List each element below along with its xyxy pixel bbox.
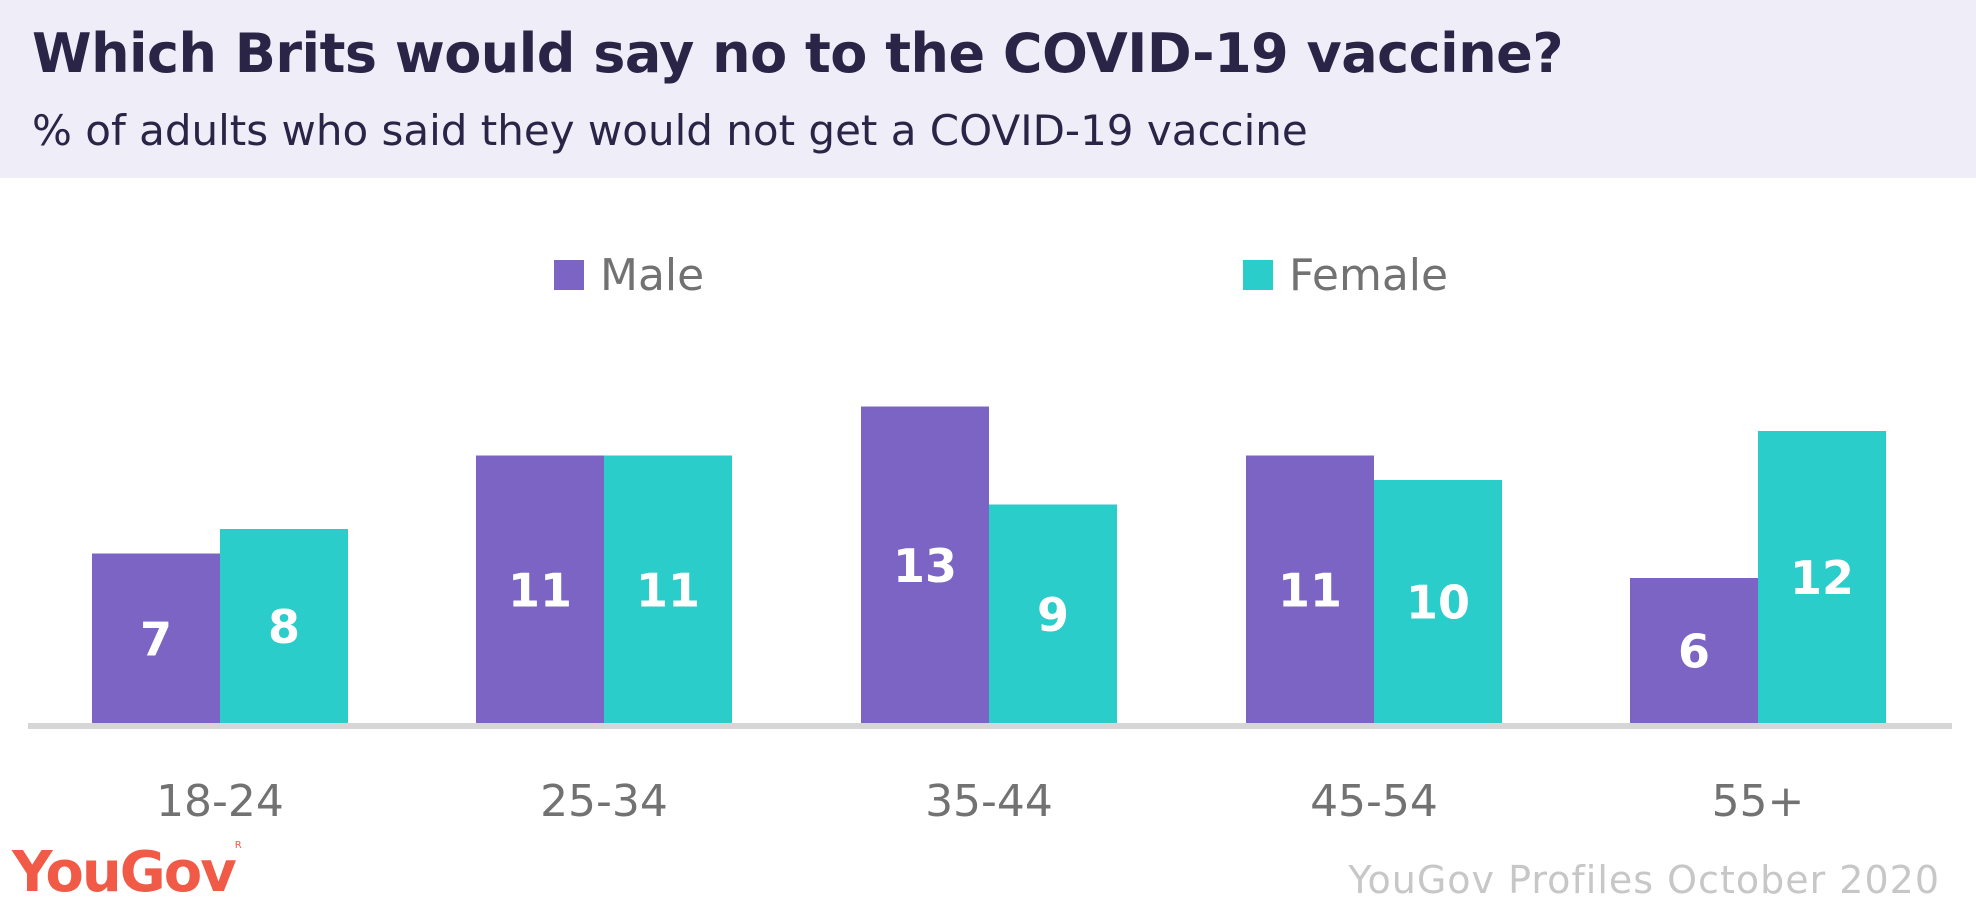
- chart-title: Which Brits would say no to the COVID-19…: [32, 22, 1564, 85]
- legend-item-male: Male: [554, 249, 705, 301]
- x-tick-label-35-44: 35-44: [925, 776, 1053, 827]
- bar-female-25-34: [604, 455, 732, 725]
- legend-swatch-female: [1243, 260, 1273, 290]
- header-banner: Which Brits would say no to the COVID-19…: [0, 0, 1976, 178]
- source-note: YouGov Profiles October 2020: [1348, 858, 1940, 902]
- data-label-female-45-54: 10: [1406, 576, 1470, 630]
- data-label-male-55+: 6: [1678, 625, 1710, 679]
- data-label-female-55+: 12: [1790, 551, 1854, 605]
- bar-female-55+: [1758, 431, 1886, 725]
- legend-label-female: Female: [1289, 249, 1449, 301]
- bar-chart: 7 8 18-24 11 11 25-34 13 9 35-44 11 10 45-54 6 12 55+: [28, 406, 1952, 827]
- data-label-male-25-34: 11: [508, 563, 572, 617]
- bar-male-18-24: [92, 553, 220, 725]
- bar-male-25-34: [476, 455, 604, 725]
- bar-female-18-24: [220, 529, 348, 725]
- legend-item-female: Female: [1243, 249, 1449, 301]
- x-tick-label-25-34: 25-34: [540, 776, 668, 827]
- legend-label-male: Male: [600, 249, 705, 301]
- data-label-female-35-44: 9: [1037, 588, 1069, 642]
- yougov-logo: YouGovR: [12, 840, 242, 905]
- data-label-male-18-24: 7: [140, 612, 172, 666]
- data-label-female-25-34: 11: [636, 563, 700, 617]
- bar-female-35-44: [989, 504, 1117, 725]
- x-tick-label-18-24: 18-24: [156, 776, 284, 827]
- bar-female-45-54: [1374, 480, 1502, 725]
- x-tick-label-45-54: 45-54: [1310, 776, 1438, 827]
- legend-swatch-male: [554, 260, 584, 290]
- x-axis-baseline: [28, 723, 1952, 729]
- bar-male-45-54: [1246, 455, 1374, 725]
- chart-subtitle: % of adults who said they would not get …: [32, 106, 1308, 155]
- data-label-male-35-44: 13: [893, 539, 957, 593]
- bar-male-35-44: [861, 406, 989, 725]
- data-label-female-18-24: 8: [268, 600, 300, 654]
- x-tick-label-55+: 55+: [1712, 776, 1805, 827]
- bar-male-55+: [1630, 578, 1758, 725]
- data-label-male-45-54: 11: [1278, 563, 1342, 617]
